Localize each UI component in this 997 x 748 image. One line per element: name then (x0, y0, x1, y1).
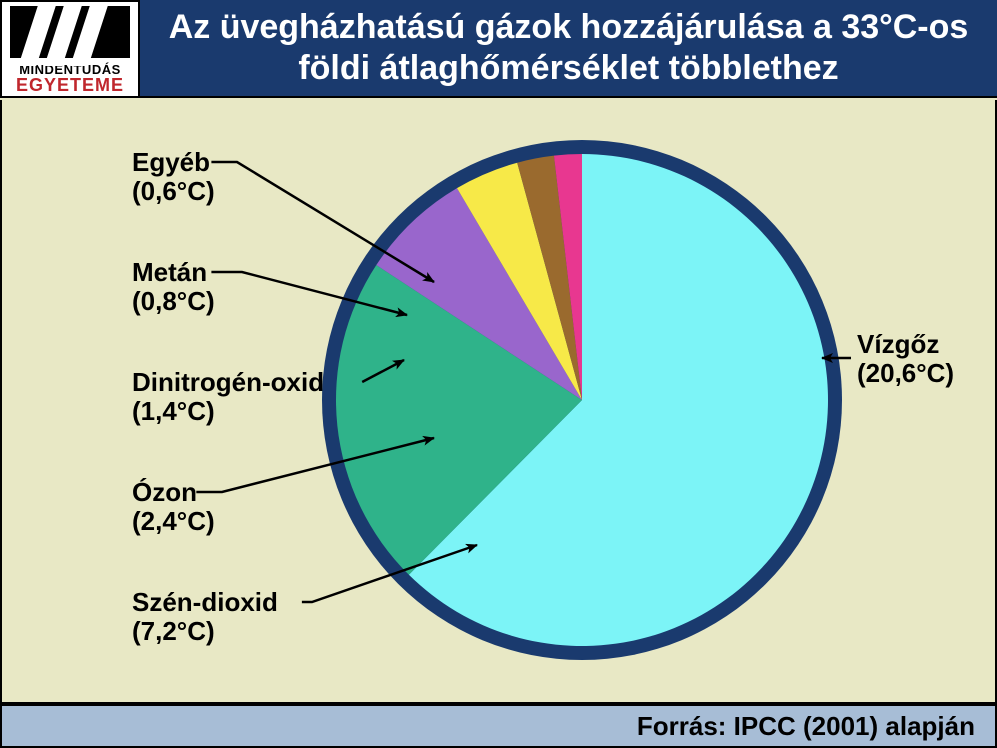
source-text: Forrás: IPCC (2001) alapján (637, 711, 975, 742)
pie-slices (322, 140, 842, 660)
label-sz-n-dioxid: Szén-dioxid(7,2°C) (132, 588, 278, 645)
footer-source: Forrás: IPCC (2001) alapján (0, 704, 997, 748)
label-met-n: Metán(0,8°C) (132, 258, 215, 315)
label-dinitrog-n-oxid: Dinitrogén-oxid(1,4°C) (132, 368, 324, 425)
header: MINDENTUDÁS EGYETEME Az üvegházhatású gá… (0, 0, 997, 98)
logo-mark (10, 6, 130, 58)
page-title: Az üvegházhatású gázok hozzájárulása a 3… (140, 7, 997, 89)
pie-chart (322, 140, 842, 660)
label--zon: Ózon(2,4°C) (132, 478, 215, 535)
logo-text-bottom: EGYETEME (16, 75, 124, 96)
label-v-zg-z: Vízgőz(20,6°C) (857, 330, 954, 387)
label-egy-b: Egyéb(0,6°C) (132, 148, 215, 205)
logo: MINDENTUDÁS EGYETEME (0, 0, 140, 98)
chart-area: Vízgőz(20,6°C) Szén-dioxid(7,2°C) Ózon(2,4… (0, 100, 997, 704)
